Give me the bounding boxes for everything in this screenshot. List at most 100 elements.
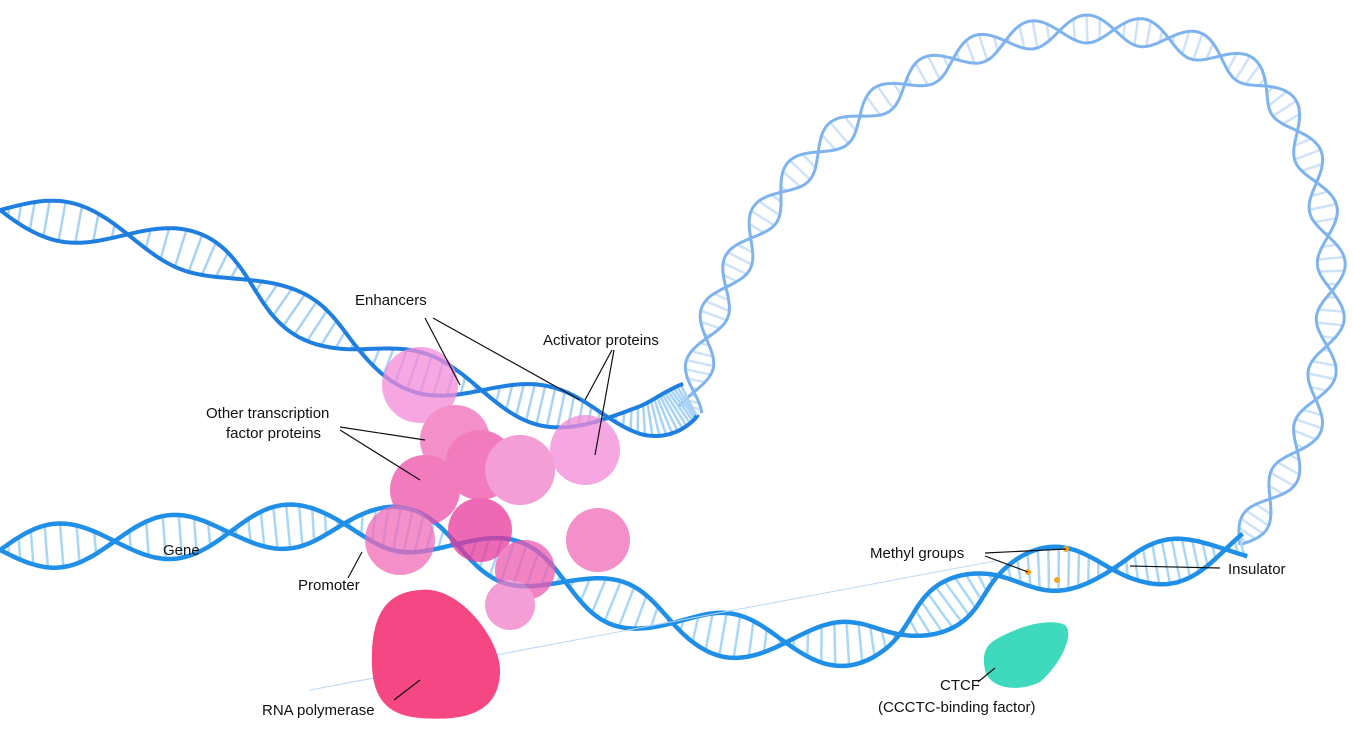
helix-rung	[977, 573, 986, 591]
helix-rung	[1033, 21, 1038, 48]
helix-rung	[208, 523, 210, 546]
helix-rung	[312, 508, 314, 541]
helix-rung	[264, 284, 277, 304]
label: Gene	[163, 542, 200, 559]
helix-rung	[701, 311, 727, 321]
helix-rung	[202, 242, 216, 275]
helix-rung	[536, 386, 545, 425]
helix-rung	[1162, 541, 1170, 584]
helix-rung	[790, 160, 810, 179]
helix-rung	[845, 117, 856, 131]
helix-rung	[43, 201, 49, 237]
helix-rung	[1087, 15, 1088, 43]
helix-rung	[45, 526, 48, 568]
helix-rung	[18, 205, 21, 223]
helix-rung	[592, 579, 606, 613]
helix-rung	[858, 623, 862, 662]
helix-rung	[783, 172, 800, 187]
helix-strand	[678, 19, 1345, 545]
helix-rung	[749, 621, 754, 656]
helix-rung	[1295, 150, 1321, 160]
label: CTCF	[940, 677, 980, 694]
helix-rung	[1182, 539, 1190, 577]
activator-blob	[550, 415, 620, 485]
helix-rung	[286, 505, 290, 549]
tf-blob	[485, 435, 555, 505]
helix-rung	[299, 505, 302, 546]
helix-strand	[0, 210, 683, 428]
helix-rung	[643, 405, 645, 435]
helix-rung	[1019, 26, 1024, 49]
helix-rung	[1308, 373, 1335, 379]
helix-rung	[1268, 92, 1286, 106]
label: Methyl groups	[870, 545, 964, 562]
helix-rung	[283, 294, 305, 326]
helix-rung	[60, 523, 63, 567]
helix-rung	[966, 40, 974, 63]
helix-rung	[30, 202, 35, 230]
helix-rung	[1048, 547, 1049, 590]
helix-rung	[175, 230, 187, 267]
helix-rung	[619, 587, 635, 627]
helix-rung	[634, 596, 646, 629]
helix-rung	[1278, 462, 1300, 474]
label: RNA polymerase	[262, 702, 375, 719]
tf-blob	[485, 580, 535, 630]
helix-rung	[321, 321, 336, 346]
helix-rung	[1309, 204, 1336, 210]
helix-rung	[686, 360, 713, 366]
helix-rung	[19, 537, 21, 559]
helix-rung	[1134, 19, 1138, 45]
helix-rung	[1318, 257, 1345, 259]
helix-rung	[936, 587, 962, 622]
helix-rung	[216, 253, 228, 277]
helix-rung	[1078, 552, 1079, 587]
helix-rung	[361, 514, 362, 535]
helix-rung	[77, 526, 80, 563]
helix-rung	[630, 409, 631, 430]
helix-rung	[273, 507, 277, 549]
helix-strand	[685, 15, 1344, 545]
helix-rung	[928, 593, 953, 627]
helix-strand	[0, 201, 697, 436]
label: Other transcription	[206, 405, 329, 422]
helix-rung	[336, 332, 345, 349]
helix-rung	[723, 263, 746, 274]
helix-rung	[59, 202, 66, 241]
helix-rung	[557, 391, 564, 427]
helix-rung	[705, 613, 712, 650]
helix-rung	[1312, 361, 1336, 365]
tf-blob	[365, 505, 435, 575]
helix-rung	[146, 522, 149, 556]
diagram: Enhancers Activator proteins Other trans…	[0, 0, 1354, 725]
helix-rung	[1283, 114, 1300, 124]
helix-rung	[834, 623, 835, 666]
helix-rung	[1038, 549, 1040, 589]
helix-rung	[516, 384, 524, 416]
helix-rung	[307, 310, 327, 341]
helix-rung	[945, 581, 970, 615]
helix-rung	[325, 513, 326, 534]
helix-rung	[915, 63, 927, 85]
helix-rung	[506, 385, 512, 410]
helix-rung	[1088, 556, 1089, 583]
helix-rung	[910, 620, 919, 636]
helix-rung	[802, 154, 815, 167]
helix-rung	[248, 519, 250, 542]
helix-rung	[31, 531, 34, 565]
helix-rung	[1152, 544, 1159, 584]
helix-rung	[1302, 164, 1323, 171]
page: Enhancers Activator proteins Other trans…	[0, 0, 1354, 725]
helix-rung	[955, 577, 976, 608]
helix-rung	[1235, 56, 1250, 79]
helix-rung	[189, 235, 203, 272]
helix-rung	[1068, 548, 1069, 589]
helix-rung	[921, 601, 942, 632]
helix-rung	[1271, 472, 1294, 486]
helix-rung	[1269, 485, 1283, 494]
helix-rung	[1228, 53, 1237, 70]
label: factor proteins	[226, 425, 321, 442]
helix-rung	[1296, 419, 1322, 428]
helix-rung	[734, 616, 741, 658]
label: Insulator	[1228, 561, 1286, 578]
